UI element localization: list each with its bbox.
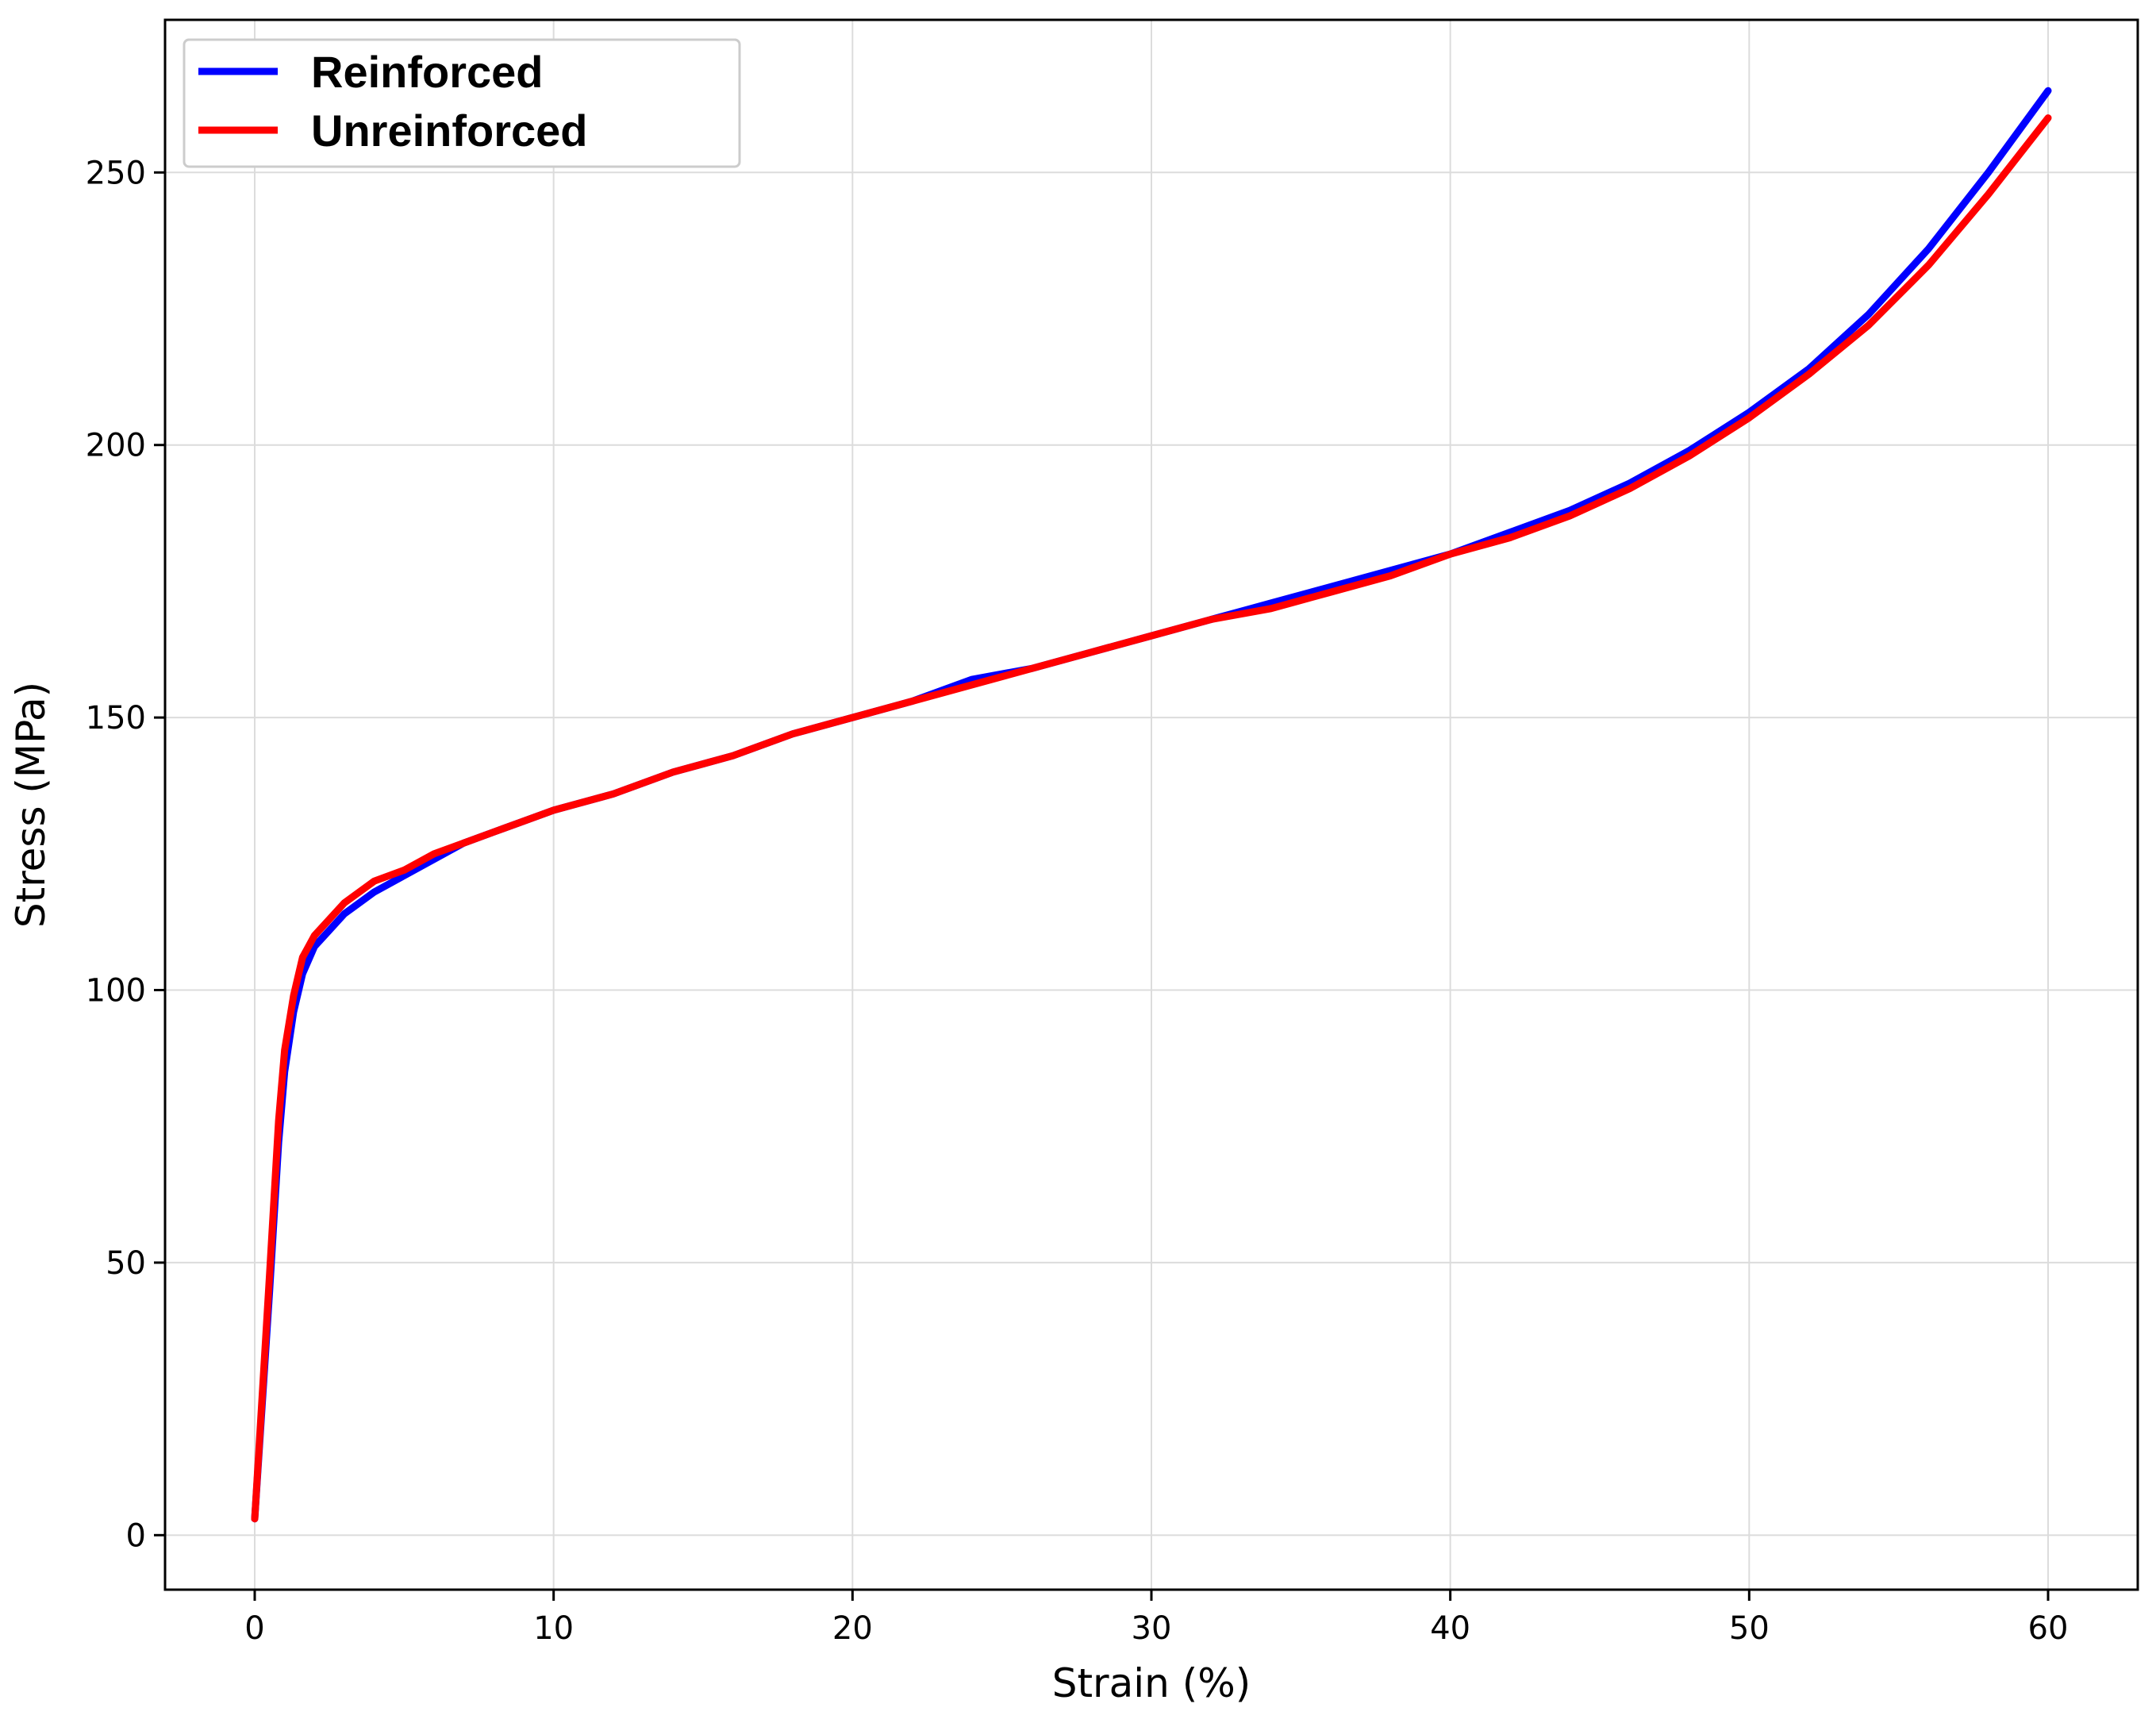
series-line-unreinforced: [251, 114, 2052, 1523]
y-tick-label: 250: [86, 155, 146, 191]
y-tick-label: 200: [86, 428, 146, 464]
y-axis-title: Stress (MPa): [8, 682, 54, 928]
legend-label-reinforced: Reinforced: [311, 47, 544, 97]
y-tick-label: 150: [86, 700, 146, 737]
x-tick-label: 60: [2028, 1610, 2069, 1647]
x-axis-title: Strain (%): [1052, 1660, 1251, 1706]
x-tick-label: 20: [832, 1610, 873, 1647]
grid-lines: [165, 20, 2138, 1590]
legend: Reinforced Unreinforced: [183, 38, 741, 168]
x-tick-label: 30: [1132, 1610, 1172, 1647]
x-tick-label: 40: [1430, 1610, 1470, 1647]
y-tick-label: 50: [106, 1245, 146, 1282]
x-tick-label: 0: [244, 1610, 264, 1647]
y-tick-label: 0: [126, 1517, 146, 1554]
axis-ticks: 0 10 20 30 40 50 60 0 50 100 150 200 250: [86, 155, 2069, 1647]
series-lines: [251, 87, 2052, 1523]
legend-label-unreinforced: Unreinforced: [311, 106, 588, 156]
x-tick-label: 50: [1729, 1610, 1770, 1647]
legend-box: [183, 38, 741, 168]
y-tick-label: 100: [86, 973, 146, 1010]
x-tick-label: 10: [533, 1610, 574, 1647]
